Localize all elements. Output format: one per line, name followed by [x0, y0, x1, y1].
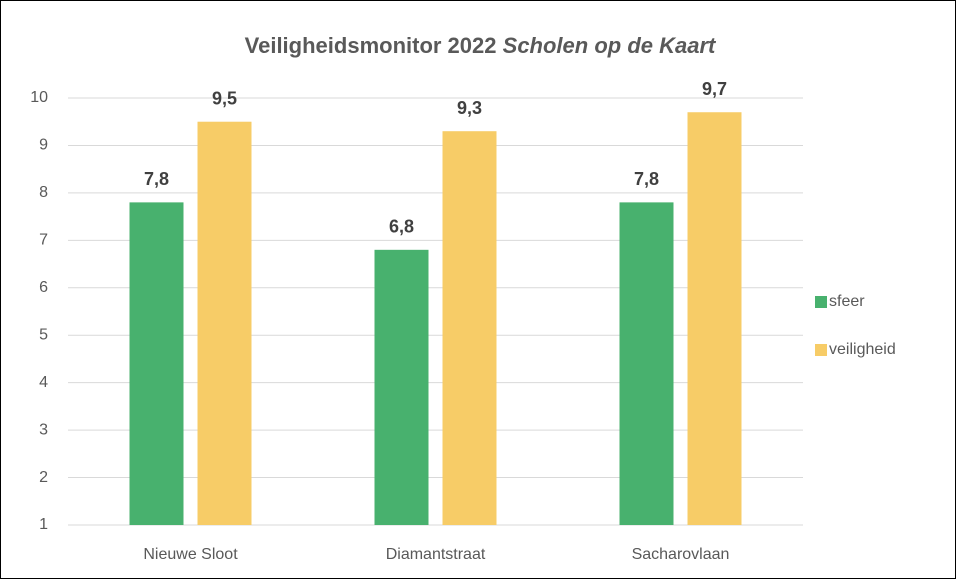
x-tick-label: Sacharovlaan [632, 546, 730, 563]
value-label: 7,8 [634, 169, 659, 189]
y-tick-label: 8 [39, 184, 48, 201]
y-tick-label: 2 [39, 469, 48, 486]
bar [374, 249, 429, 526]
y-tick-label: 7 [39, 232, 48, 249]
bar [442, 131, 497, 525]
legend-label: sfeer [829, 293, 865, 310]
y-tick-label: 10 [30, 89, 48, 106]
value-label: 9,3 [457, 98, 482, 118]
bar [129, 202, 184, 525]
legend-swatch [815, 344, 827, 356]
legend-label: veiligheid [829, 341, 896, 358]
y-tick-label: 3 [39, 421, 48, 438]
value-label: 9,7 [702, 79, 727, 99]
title-italic: Scholen op de Kaart [503, 33, 717, 58]
bar [687, 112, 742, 525]
y-tick-label: 9 [39, 137, 48, 154]
value-label: 9,5 [212, 88, 237, 108]
y-tick-label: 5 [39, 326, 48, 343]
value-label: 6,8 [389, 217, 414, 237]
y-tick-label: 6 [39, 279, 48, 296]
chart-title: Veiligheidsmonitor 2022 Scholen op de Ka… [245, 33, 717, 58]
title-main: Veiligheidsmonitor 2022 [245, 33, 497, 58]
bar [197, 121, 252, 525]
x-tick-label: Diamantstraat [386, 546, 486, 563]
bar [619, 202, 674, 525]
y-tick-label: 1 [39, 516, 48, 533]
x-tick-label: Nieuwe Sloot [143, 546, 238, 563]
value-label: 7,8 [144, 169, 169, 189]
y-tick-label: 4 [39, 374, 48, 391]
legend-swatch [815, 296, 827, 308]
